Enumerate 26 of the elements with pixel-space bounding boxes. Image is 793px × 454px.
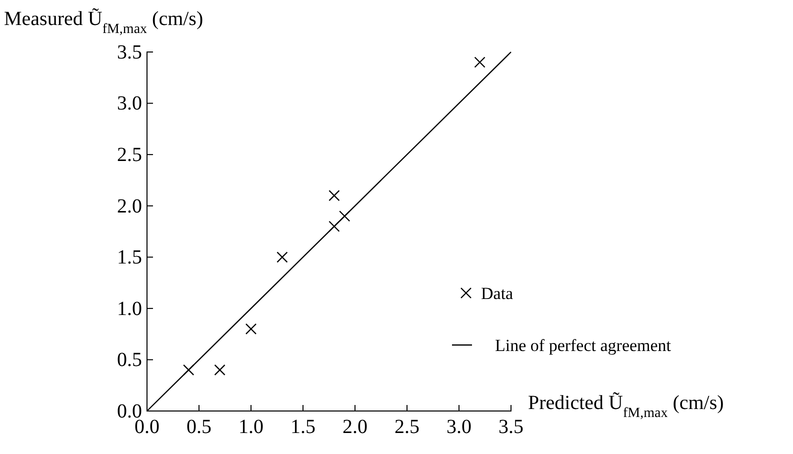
y-axis-title: Measured Ũ$_{fM,max}$ (cm/s) (4, 8, 204, 36)
y-tick-label: 1.5 (117, 246, 142, 269)
x-axis-title: Predicted Ũ$_{fM,max}$ (cm/s) (528, 392, 724, 420)
y-tick-label: 3.5 (117, 41, 142, 64)
point (328, 190, 340, 202)
y-tick-label: 1.0 (117, 298, 142, 320)
point (214, 364, 226, 376)
x-tick-label: 2.0 (342, 416, 368, 438)
x-tick-label: 1.5 (290, 416, 316, 438)
legend-label: Data (481, 284, 514, 303)
point (245, 323, 257, 335)
point (339, 210, 350, 222)
point (328, 220, 340, 232)
legend-label: Line of perfect agreement (495, 336, 672, 355)
point (474, 56, 486, 68)
point (276, 252, 288, 263)
y-tick-label: 2.0 (117, 195, 142, 218)
x-tick-label: 2.5 (394, 416, 420, 438)
point (183, 364, 194, 376)
x-tick-label: 0.5 (186, 416, 212, 438)
y-tick-label: 3.0 (117, 92, 142, 115)
y-tick-label: 2.5 (117, 144, 142, 166)
x-tick-label: 3.5 (498, 416, 524, 438)
y-tick-label: 0.5 (117, 349, 142, 372)
x-tick-label: 1.0 (238, 416, 264, 438)
x-tick-label: 3.0 (446, 416, 472, 438)
